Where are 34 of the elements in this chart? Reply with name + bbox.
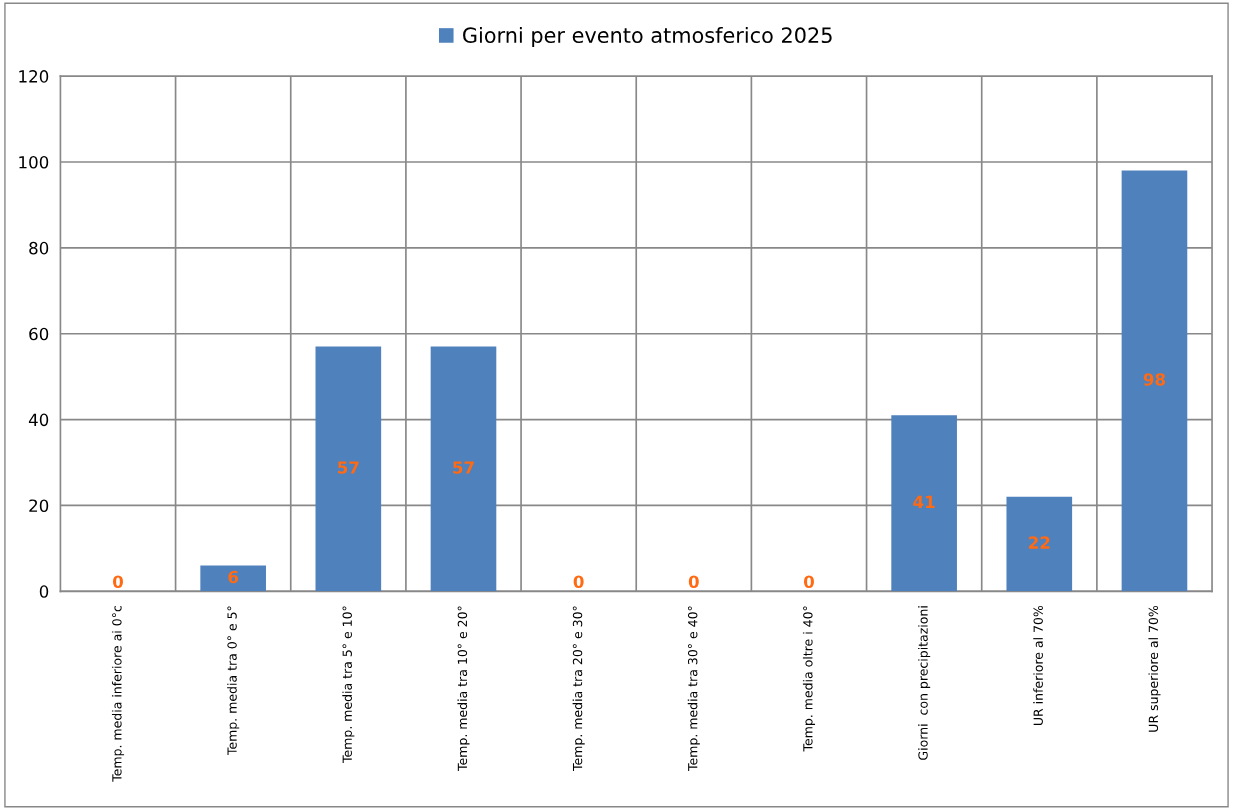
x-tick-label: Temp. media inferiore ai 0°c — [111, 605, 125, 782]
bar — [1121, 170, 1188, 592]
x-tick-label: Temp. media tra 10° e 20° — [457, 606, 470, 772]
y-tick-label: 40 — [28, 413, 49, 427]
x-tick-label: UR superiore al 70% — [1148, 605, 1161, 732]
data-label: 0 — [573, 575, 584, 589]
y-tick-label: 20 — [29, 499, 49, 513]
bar — [430, 346, 497, 592]
bar — [200, 565, 266, 592]
x-tick-label: Temp. media tra 5° e 10° — [342, 606, 355, 764]
x-tick-label: Temp. media tra 30° e 40° — [687, 606, 700, 772]
y-tick-label: 120 — [19, 70, 49, 83]
y-tick-label: 100 — [19, 155, 49, 169]
x-tick-label: Temp. media oltre i 40° — [802, 606, 816, 752]
data-label: 41 — [913, 495, 935, 508]
x-tick-label: Giorni con precipitazioni — [918, 606, 931, 760]
y-tick-label: 80 — [29, 241, 49, 255]
data-label: 0 — [113, 575, 123, 589]
x-tick-label: Temp. media tra 0° e 5° — [227, 606, 240, 756]
data-label: 22 — [1029, 536, 1050, 549]
x-tick-label: Temp. media tra 20° e 30° — [572, 606, 585, 772]
bar — [891, 415, 957, 592]
legend-label: Giorni per evento atmosferico 2025 — [463, 26, 832, 48]
data-label: 57 — [453, 461, 474, 474]
bar — [1006, 496, 1073, 592]
data-label: 6 — [228, 570, 239, 584]
y-tick-label: 0 — [39, 585, 49, 598]
data-label: 0 — [688, 575, 699, 589]
data-label: 98 — [1143, 373, 1166, 386]
x-tick-label: UR inferiore al 70% — [1033, 605, 1043, 726]
data-label: 0 — [803, 575, 814, 589]
data-label: 57 — [338, 461, 359, 474]
bar — [315, 346, 382, 592]
y-tick-label: 60 — [29, 327, 49, 341]
